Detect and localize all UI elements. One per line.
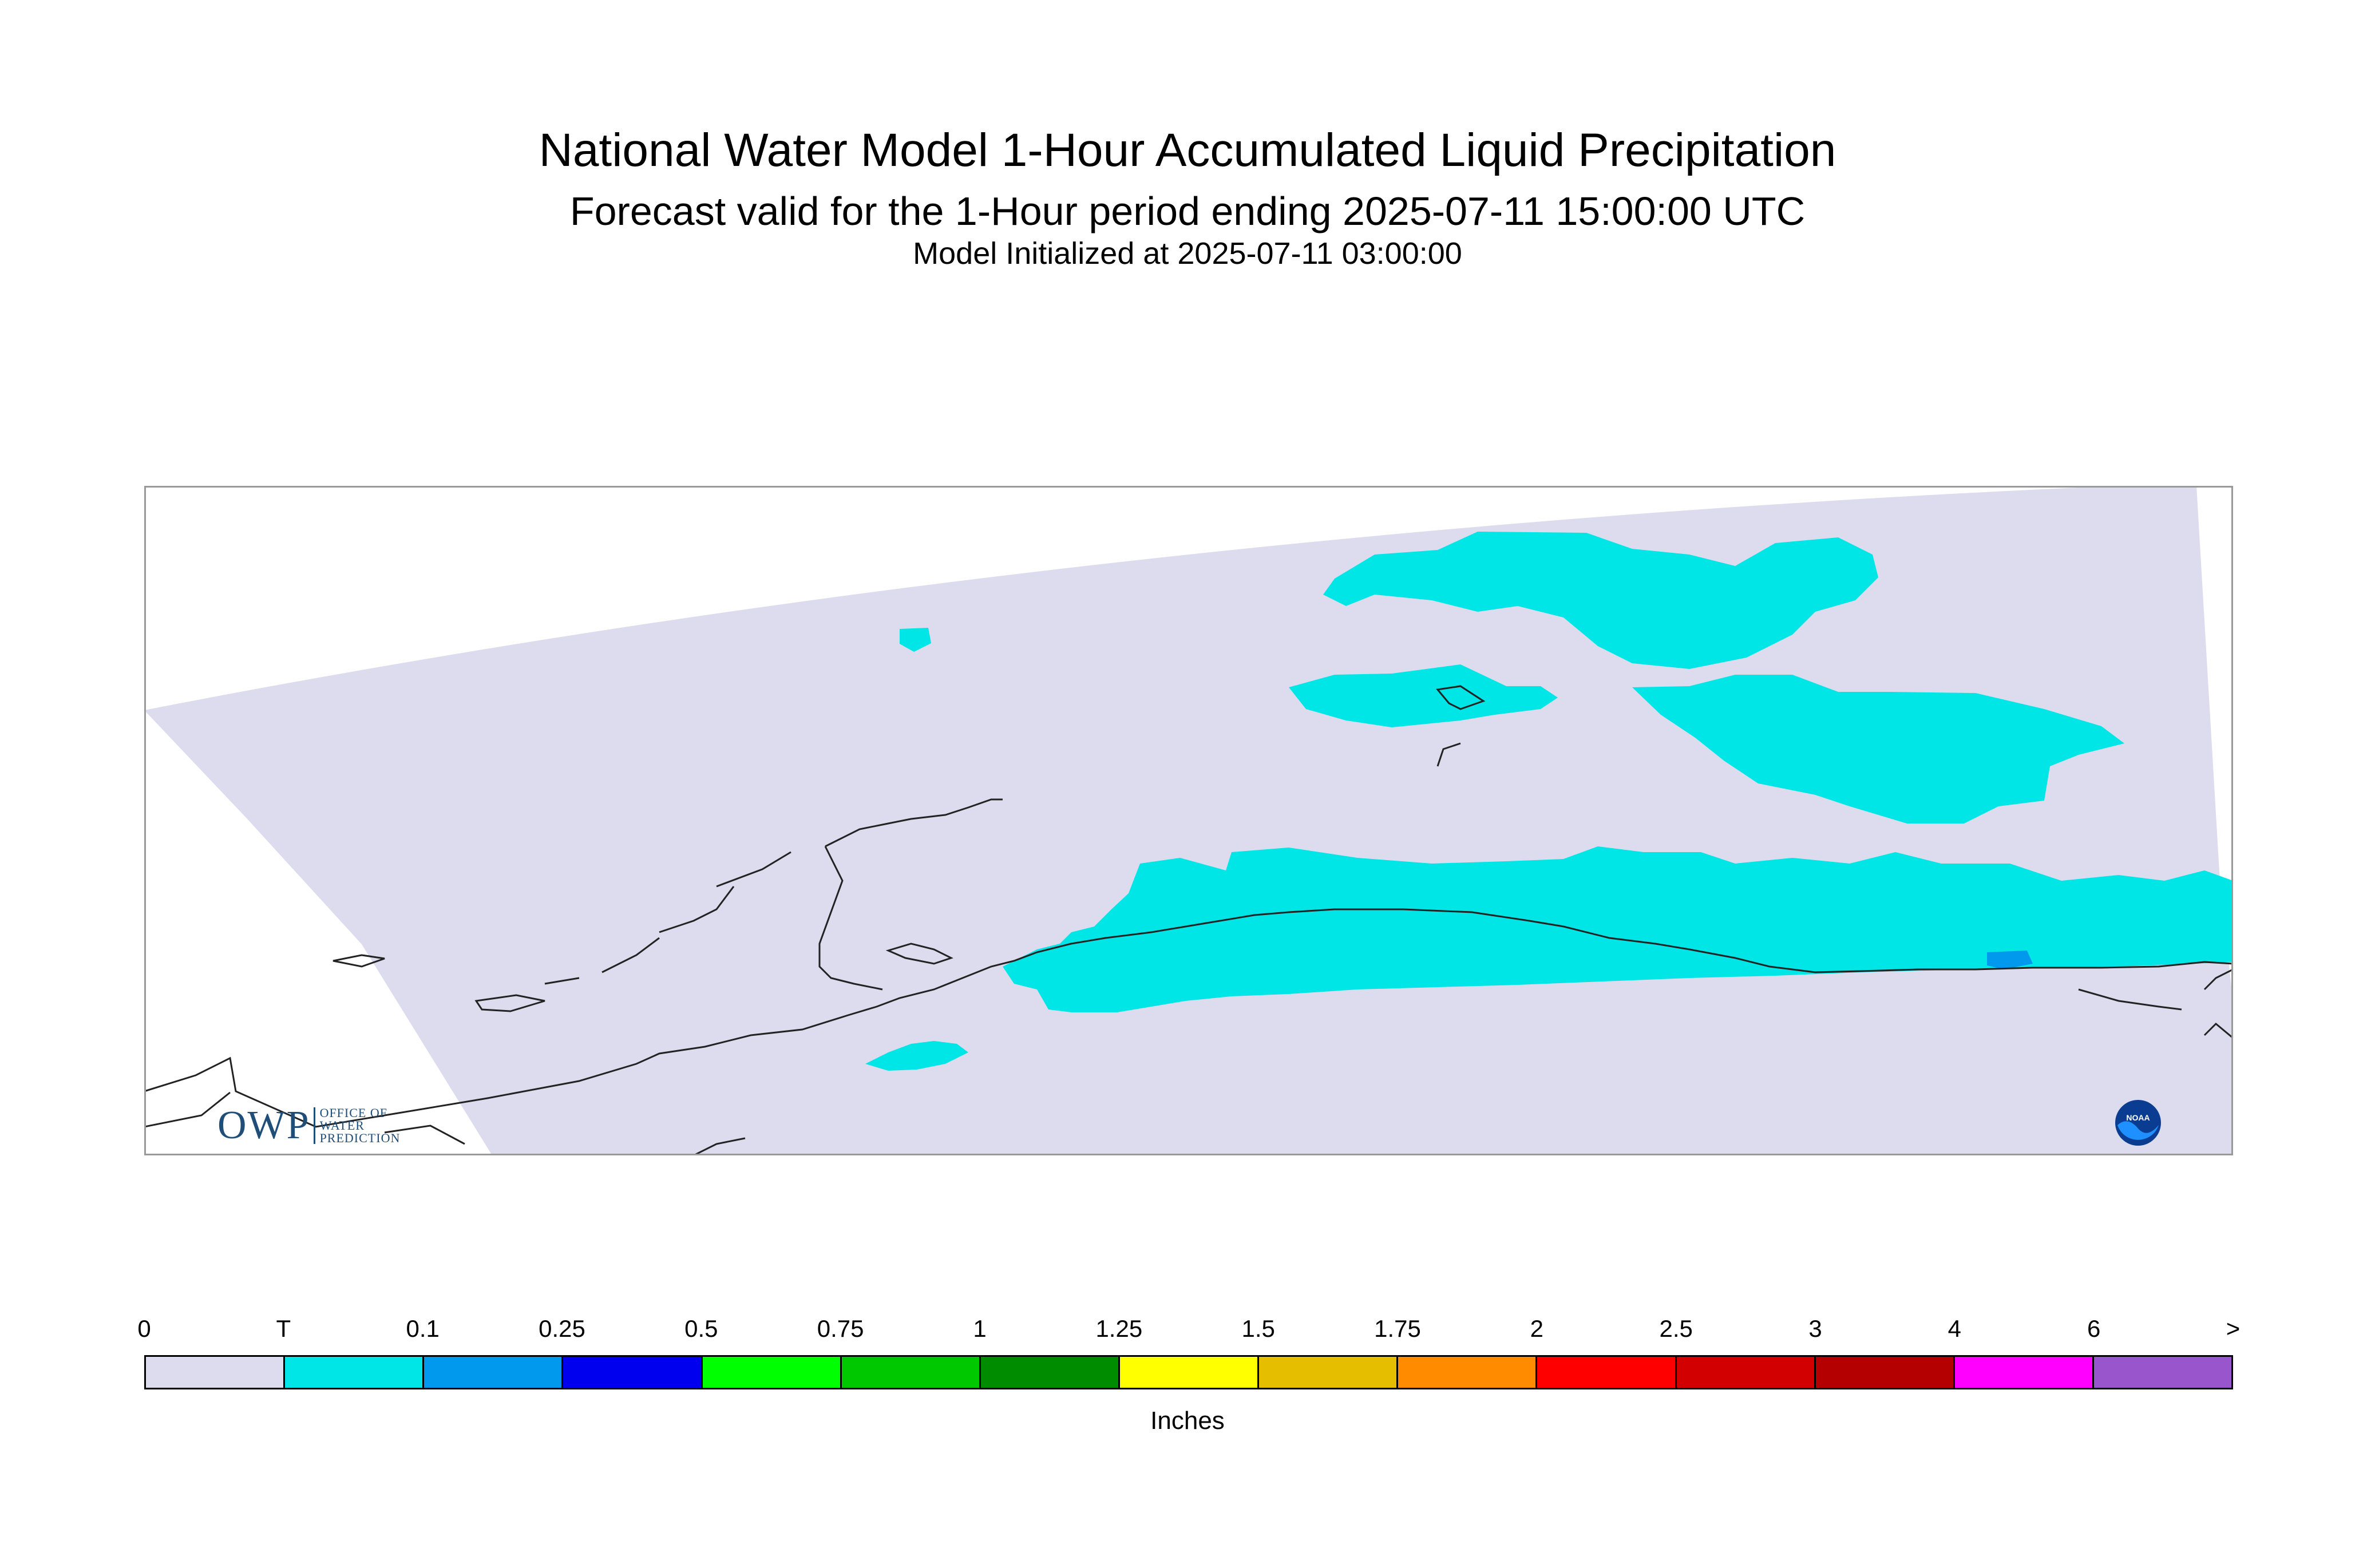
legend-swatch-4 [702,1357,842,1388]
legend-swatch-8 [1259,1357,1399,1388]
legend-label-8: 1.5 [1241,1315,1275,1342]
legend-label-0: 0 [137,1315,151,1342]
coastline-bay [818,798,1003,991]
legend-label-5: 0.75 [817,1315,864,1342]
coastline-stub [1436,742,1461,767]
coastline-outlines [144,685,2233,1155]
owp-logo-line-1: OFFICE OF [319,1106,387,1120]
coastline-island-3 [332,954,385,968]
legend-swatch-11 [1676,1357,1816,1388]
precip-area-central-band [1289,664,1558,727]
coastline-island-2 [474,994,545,1012]
owp-logo-text: OFFICE OF WATER PREDICTION [320,1107,401,1145]
forecast-valid-subtitle: Forecast valid for the 1-Hour period end… [569,189,1806,233]
legend-swatch-5 [841,1357,981,1388]
precip-area-small-spot [900,628,931,652]
model-init-subtitle: Model Initialized at 2025-07-11 03:00:00 [913,236,1462,271]
owp-logo: OWP OFFICE OF WATER PREDICTION [217,1106,400,1146]
legend-swatch-10 [1537,1357,1677,1388]
precip-area-light-spot [1987,951,2033,969]
coastline-east-end [2078,968,2233,1039]
legend-swatch-14 [2093,1357,2232,1388]
coastline-main [144,908,2233,1128]
legend-units: Inches [1150,1407,1225,1435]
legend-swatch-6 [980,1357,1120,1388]
legend-label-4: 0.5 [684,1315,718,1342]
legend-label-10: 2 [1530,1315,1544,1342]
legend-label-6: 1 [973,1315,987,1342]
legend-swatch-12 [1815,1357,1955,1388]
precip-area-north-central [1323,532,1878,669]
noaa-logo-label: NOAA [2126,1113,2150,1122]
precip-area-east-band [1632,675,2124,823]
legend-swatch-1 [285,1357,425,1388]
legend-label-7: 1.25 [1095,1315,1143,1342]
owp-logo-line-2: WATER [319,1118,365,1133]
legend-color-bar [144,1355,2233,1389]
noaa-logo: NOAA [2115,1100,2161,1146]
legend-swatch-2 [424,1357,564,1388]
map-title: National Water Model 1-Hour Accumulated … [539,124,1836,176]
owp-logo-line-3: PREDICTION [319,1131,401,1145]
legend-swatch-7 [1119,1357,1260,1388]
legend-label-14: 6 [2087,1315,2101,1342]
precip-area-peninsula [865,1041,968,1071]
precipitation-areas [865,532,2233,1071]
legend-swatch-3 [563,1357,703,1388]
map-frame-border [144,486,2233,1155]
legend-swatch-13 [1954,1357,2094,1388]
legend-label-13: 4 [1948,1315,1962,1342]
legend-label-11: 2.5 [1659,1315,1693,1342]
legend-label-12: 3 [1808,1315,1822,1342]
owp-logo-abbrev: OWP [217,1103,310,1147]
precip-area-south-coast [1003,846,2233,1012]
coastline-southwest [144,1091,746,1155]
coastline-west [544,851,791,985]
coastline-island-1 [885,943,953,965]
legend-label-9: 1.75 [1374,1315,1421,1342]
owp-logo-divider [313,1107,315,1144]
legend-label-1: T [276,1315,291,1342]
legend-label-15: > [2226,1315,2241,1342]
coastline-island-4 [1436,685,1486,710]
noaa-logo-wave [2117,1121,2159,1140]
legend-swatch-9 [1398,1357,1538,1388]
legend-label-3: 0.25 [539,1315,585,1342]
legend-label-2: 0.1 [406,1315,440,1342]
legend-swatch-0 [146,1357,286,1388]
precipitation-map [144,486,2233,1155]
